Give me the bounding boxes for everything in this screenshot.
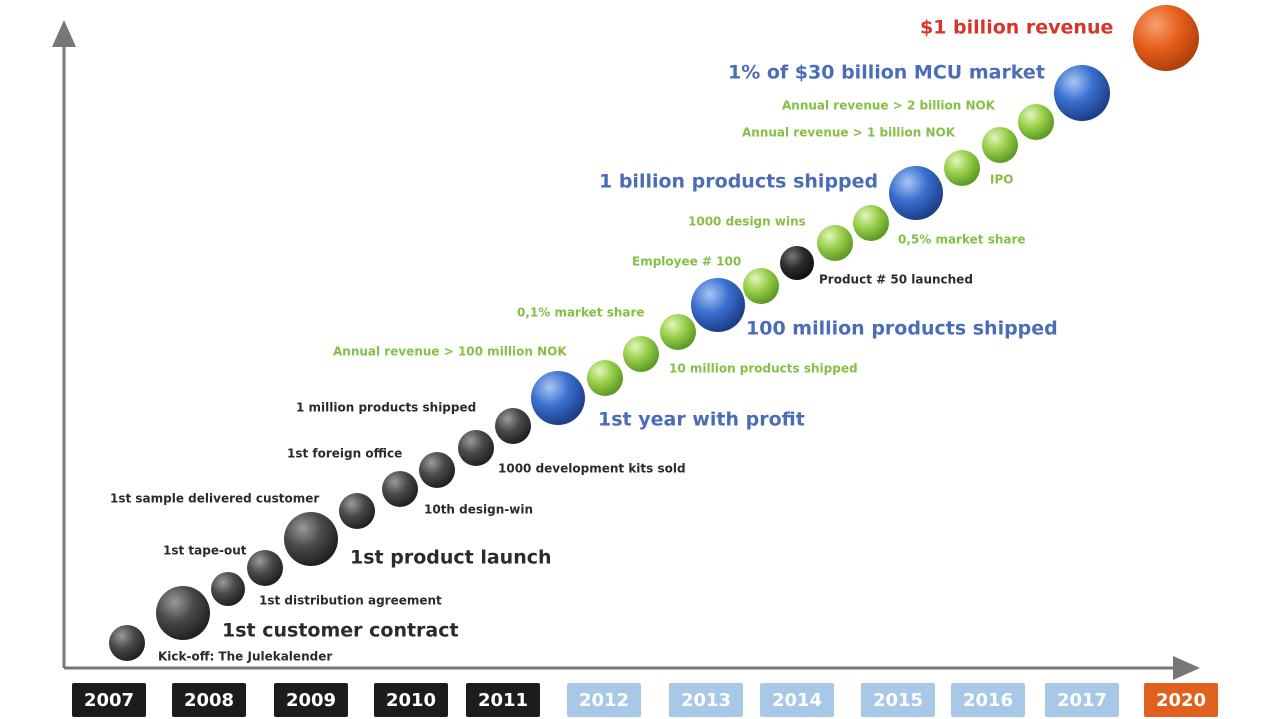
milestone-bubble	[211, 572, 245, 606]
milestone-label: 1st sample delivered customer	[110, 492, 319, 506]
year-box	[72, 683, 146, 717]
year-label: 2008	[184, 690, 234, 711]
milestone-label: 1st distribution agreement	[259, 594, 442, 608]
milestone-bubble	[889, 166, 943, 220]
milestone-label: 1000 design wins	[688, 215, 806, 229]
milestone-bubble	[284, 512, 338, 566]
milestone-bubble	[623, 336, 659, 372]
year-label: 2017	[1057, 690, 1107, 711]
labels: Kick-off: The Julekalender 1st customer c…	[110, 17, 1113, 664]
milestone-label: 1st tape-out	[163, 544, 247, 558]
milestone-bubble	[780, 246, 814, 280]
milestone-bubble	[660, 314, 696, 350]
milestone-label: 0,1% market share	[517, 306, 645, 320]
milestone-bubble	[1133, 5, 1199, 71]
milestone-label: 1 billion products shipped	[599, 171, 878, 193]
milestone-bubble	[1018, 104, 1054, 140]
milestone-bubble	[587, 360, 623, 396]
milestone-bubble	[156, 586, 210, 640]
milestone-label: $1 billion revenue	[920, 17, 1113, 39]
milestone-bubble	[944, 150, 980, 186]
milestone-bubble	[1054, 65, 1110, 121]
year-label: 2012	[579, 690, 629, 711]
bubbles	[109, 5, 1199, 661]
milestone-label: 1000 development kits sold	[498, 462, 686, 476]
year-box	[861, 683, 935, 717]
milestone-label: 1st product launch	[350, 547, 552, 569]
milestone-label: Employee # 100	[632, 255, 741, 269]
milestone-label: Annual revenue > 100 million NOK	[333, 345, 567, 359]
year-box	[1045, 683, 1119, 717]
year-label: 2020	[1156, 690, 1206, 711]
milestone-label: 10th design-win	[424, 503, 533, 517]
milestone-bubble	[531, 371, 585, 425]
year-box	[669, 683, 743, 717]
milestone-bubble	[109, 625, 145, 661]
year-label: 2014	[772, 690, 822, 711]
milestone-bubble	[691, 278, 745, 332]
year-label: 2009	[286, 690, 336, 711]
milestone-label: 1% of $30 billion MCU market	[728, 62, 1045, 84]
milestone-bubble	[419, 452, 455, 488]
milestone-label: 1st customer contract	[222, 620, 459, 642]
year-label: 2016	[963, 690, 1013, 711]
year-label: 2013	[681, 690, 731, 711]
year-box	[1144, 683, 1218, 717]
year-box	[951, 683, 1025, 717]
year-box	[172, 683, 246, 717]
milestone-bubble	[982, 127, 1018, 163]
year-box	[374, 683, 448, 717]
milestone-bubble	[743, 268, 779, 304]
year-label: 2010	[386, 690, 436, 711]
milestone-label: 1st year with profit	[598, 409, 805, 431]
year-box	[466, 683, 540, 717]
milestone-bubble	[339, 493, 375, 529]
milestone-label: Annual revenue > 1 billion NOK	[742, 126, 956, 140]
milestone-label: 100 million products shipped	[746, 318, 1058, 340]
milestone-label: 10 million products shipped	[669, 362, 858, 376]
milestone-label: 0,5% market share	[898, 233, 1026, 247]
milestone-bubble	[458, 430, 494, 466]
milestone-label: Kick-off: The Julekalender	[158, 650, 332, 664]
milestone-bubble	[853, 205, 889, 241]
year-box	[274, 683, 348, 717]
year-label: 2015	[873, 690, 923, 711]
milestone-label: Product # 50 launched	[819, 273, 973, 287]
year-label: 2007	[84, 690, 134, 711]
milestone-label: 1 million products shipped	[296, 401, 476, 415]
year-boxes: 2007 2008 2009 2010 2011 2012 2013 2014 2015 2016…	[72, 683, 1218, 717]
milestone-bubble	[382, 471, 418, 507]
milestone-bubble	[817, 225, 853, 261]
year-label: 2011	[478, 690, 528, 711]
milestone-bubble	[495, 408, 531, 444]
year-box	[760, 683, 834, 717]
milestone-label: 1st foreign office	[287, 447, 402, 461]
milestone-label: Annual revenue > 2 billion NOK	[782, 99, 996, 113]
milestone-label: IPO	[990, 173, 1013, 187]
year-box	[567, 683, 641, 717]
milestone-bubble	[247, 550, 283, 586]
